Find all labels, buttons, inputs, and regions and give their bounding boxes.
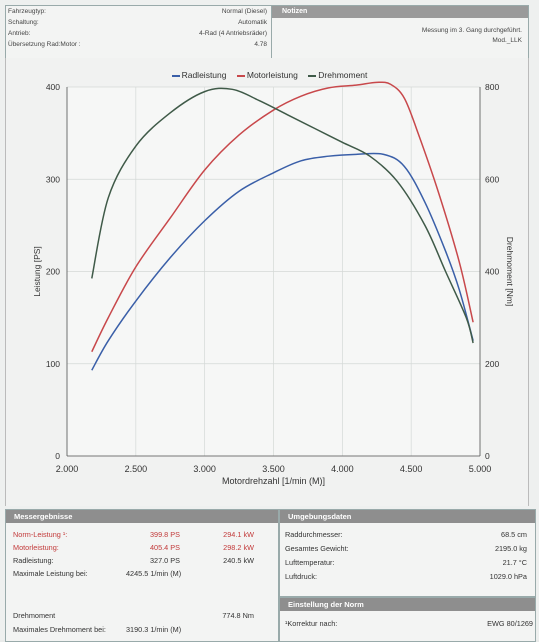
x-tick-label: 2.000 — [56, 464, 79, 474]
y-tick-label: 100 — [46, 359, 60, 369]
max-power-label: Maximale Leistung bei: — [13, 569, 88, 578]
norm-ps: 399.8 PS — [149, 530, 180, 539]
y2-axis-label: Drehmoment [Nm] — [505, 237, 515, 306]
legend-label-drehmoment: Drehmoment — [318, 70, 368, 80]
x-tick-label: 3.500 — [262, 464, 285, 474]
legend-item-drehmoment: Drehmoment — [308, 70, 367, 80]
notes-text: Messung im 3. Gang durchgeführt. Mod._LL… — [422, 26, 522, 46]
vehicle-row-gearbox: Schaltung: Automatik — [8, 19, 269, 30]
y2-tick-label: 600 — [485, 174, 499, 184]
ratio-value: 4.78 — [254, 41, 267, 48]
vehicle-type-label: Fahrzeugtyp: — [8, 8, 46, 15]
rad-ps: 327.0 PS — [149, 556, 180, 565]
gearbox-value: Automatik — [238, 19, 267, 26]
vehicle-row-type: Fahrzeugtyp: Normal (Diesel) — [8, 8, 269, 19]
rad-label: Radleistung: — [13, 556, 54, 565]
y2-tick-label: 800 — [485, 82, 499, 92]
air-pressure-value: 1029.0 hPa — [489, 572, 527, 581]
vehicle-type-value: Normal (Diesel) — [221, 8, 267, 15]
drive-label: Antrieb: — [8, 30, 31, 37]
x-tick-label: 4.000 — [331, 464, 354, 474]
drehmoment-line — [91, 87, 474, 344]
notes-title: Notizen — [272, 6, 528, 18]
max-power-value: 4245.5 1/min (M) — [126, 569, 182, 578]
legend-swatch-motorleistung — [236, 75, 245, 77]
notes-box: Notizen Messung im 3. Gang durchgeführt.… — [271, 5, 529, 59]
y-tick-label: 300 — [46, 174, 60, 184]
y-tick-label: 200 — [46, 267, 60, 277]
weight-label: Gesamtes Gewicht: — [285, 544, 349, 553]
legend-label-motorleistung: Motorleistung — [246, 70, 298, 80]
x-tick-label: 5.000 — [469, 464, 492, 474]
wheel-diameter-label: Raddurchmesser: — [285, 530, 343, 539]
drive-value: 4-Rad (4 Antriebsräder) — [199, 30, 267, 37]
air-pressure-label: Luftdruck: — [285, 572, 318, 581]
vehicle-row-drive: Antrieb: 4-Rad (4 Antriebsräder) — [8, 30, 269, 41]
motor-label: Motorleistung: — [13, 543, 59, 552]
norm-correction-value: EWG 80/1269 — [487, 619, 533, 628]
gearbox-label: Schaltung: — [8, 19, 39, 26]
max-torque-label: Maximales Drehmoment bei: — [13, 625, 106, 634]
legend-item-radleistung: Radleistung — [171, 70, 227, 80]
x-axis-label: Motordrehzahl [1/min (M)] — [222, 476, 325, 486]
max-torque-value: 3190.3 1/min (M) — [126, 625, 182, 634]
torque-value: 774.8 Nm — [222, 611, 254, 620]
legend-swatch-drehmoment — [308, 75, 317, 77]
notes-line-1: Messung im 3. Gang durchgeführt. — [421, 27, 522, 34]
norm-kw: 294.1 kW — [223, 530, 254, 539]
x-tick-label: 2.500 — [125, 464, 148, 474]
y2-tick-label: 200 — [485, 359, 499, 369]
vehicle-row-ratio: Übersetzung Rad:Motor : 4.78 — [8, 41, 269, 52]
y-axis-label: Leistung [PS] — [32, 246, 42, 297]
radleistung-line — [91, 152, 474, 371]
chart-legend: Radleistung Motorleistung Drehmoment — [0, 70, 539, 80]
rad-kw: 240.5 kW — [223, 556, 254, 565]
air-temp-label: Lufttemperatur: — [285, 558, 335, 567]
legend-item-motorleistung: Motorleistung — [236, 70, 298, 80]
motor-kw: 298.2 kW — [223, 543, 254, 552]
weight-value: 2195.0 kg — [494, 544, 527, 553]
y-tick-label: 400 — [46, 82, 60, 92]
x-tick-label: 3.000 — [193, 464, 216, 474]
norm-label: Norm-Leistung ¹: — [13, 530, 68, 539]
x-tick-label: 4.500 — [400, 464, 423, 474]
wheel-diameter-value: 68.5 cm — [501, 530, 527, 539]
norm-correction-label: ¹Korrektur nach: — [285, 619, 338, 628]
y2-tick-label: 400 — [485, 267, 499, 277]
motor-ps: 405.4 PS — [149, 543, 180, 552]
legend-swatch-radleistung — [171, 75, 180, 77]
legend-label-radleistung: Radleistung — [181, 70, 227, 80]
notes-line-2: Mod._LLK — [492, 37, 522, 44]
air-temp-value: 21.7 °C — [502, 558, 527, 567]
y2-tick-label: 0 — [485, 451, 490, 461]
motorleistung-line — [91, 81, 474, 353]
environment-box: Umgebungsdaten Raddurchmesser: 68.5 cm G… — [279, 509, 536, 597]
norm-title: Einstellung der Norm — [280, 598, 535, 611]
results-title: Messergebnisse — [6, 510, 278, 523]
norm-box: Einstellung der Norm ¹Korrektur nach: EW… — [279, 597, 536, 642]
y-tick-label: 0 — [55, 451, 60, 461]
environment-title: Umgebungsdaten — [280, 510, 535, 523]
ratio-label: Übersetzung Rad:Motor : — [8, 41, 81, 48]
torque-label: Drehmoment — [13, 611, 56, 620]
dyno-chart: 2.000 2.500 3.000 3.500 4.000 4.500 5.000 0 100 2… — [32, 81, 515, 486]
vehicle-info-box: Fahrzeugtyp: Normal (Diesel) Schaltung: … — [5, 5, 272, 59]
results-box: Messergebnisse Norm-Leistung ¹: 399.8 PS… — [5, 509, 279, 642]
